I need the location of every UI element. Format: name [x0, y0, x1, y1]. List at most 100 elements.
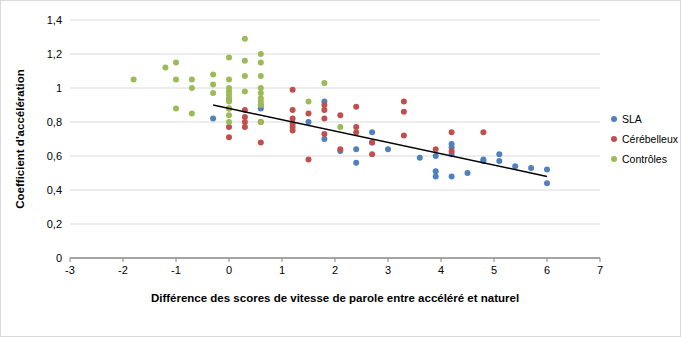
scatter-point	[162, 65, 168, 71]
chart-border	[1, 1, 681, 337]
scatter-point	[449, 129, 455, 135]
y-tick-label: 1,4	[47, 14, 62, 26]
scatter-point	[210, 82, 216, 88]
scatter-point	[258, 139, 264, 145]
x-tick	[123, 258, 124, 262]
scatter-point	[290, 107, 296, 113]
scatter-point	[290, 128, 296, 134]
scatter-point	[258, 73, 264, 79]
legend-label: SLA	[622, 113, 642, 125]
scatter-point	[189, 77, 195, 83]
scatter-point	[337, 112, 343, 118]
y-tick-label: 0,4	[47, 184, 62, 196]
scatter-point	[226, 134, 232, 140]
scatter-point	[480, 129, 486, 135]
grid-line	[70, 190, 600, 191]
scatter-point	[512, 163, 518, 169]
scatter-point	[401, 99, 407, 105]
legend-marker	[611, 116, 617, 122]
x-tick-label: 2	[332, 264, 338, 276]
x-tick-label: 5	[491, 264, 497, 276]
y-tick-label: 0,8	[47, 116, 62, 128]
x-tick	[70, 258, 71, 262]
scatter-point	[210, 71, 216, 77]
x-tick-label: 0	[226, 264, 232, 276]
legend: SLACérébelleuxContrôles	[611, 113, 679, 165]
grid-line	[70, 88, 600, 89]
grid-line	[70, 156, 600, 157]
scatter-point	[353, 129, 359, 135]
x-tick-label: 7	[597, 264, 603, 276]
x-tick	[176, 258, 177, 262]
scatter-point	[321, 131, 327, 137]
scatter-point	[242, 88, 248, 94]
scatter-point	[173, 105, 179, 111]
scatter-point	[258, 60, 264, 66]
scatter-point	[353, 146, 359, 152]
scatter-point	[433, 153, 439, 159]
x-tick-label: 1	[279, 264, 285, 276]
plot-marks	[131, 36, 550, 187]
x-tick	[547, 258, 548, 262]
scatter-point	[306, 156, 312, 162]
grid-line	[70, 224, 600, 225]
scatter-point	[258, 102, 264, 108]
scatter-point	[465, 170, 471, 176]
scatter-point	[226, 54, 232, 60]
scatter-point	[369, 139, 375, 145]
x-tick	[282, 258, 283, 262]
y-tick-label: 0,6	[47, 150, 62, 162]
scatter-point	[242, 58, 248, 64]
x-tick	[335, 258, 336, 262]
scatter-point	[496, 151, 502, 157]
scatter-point	[306, 119, 312, 125]
grid-line	[70, 54, 600, 55]
grid-line	[70, 20, 600, 21]
scatter-point	[306, 111, 312, 117]
scatter-point	[385, 146, 391, 152]
x-tick-label: -3	[65, 264, 75, 276]
scatter-point	[242, 73, 248, 79]
y-axis-title: Coefficient d'accélération	[14, 69, 26, 209]
grid-line	[70, 122, 600, 123]
y-tick-label: 0,2	[47, 218, 62, 230]
scatter-point	[369, 151, 375, 157]
scatter-point	[210, 90, 216, 96]
scatter-point	[242, 36, 248, 42]
scatter-point	[226, 112, 232, 118]
scatter-point	[417, 155, 423, 161]
x-tick	[441, 258, 442, 262]
scatter-point	[369, 139, 375, 145]
scatter-point	[337, 124, 343, 130]
y-tick-label: 0	[56, 252, 62, 264]
trend-line	[213, 105, 547, 176]
scatter-point	[321, 107, 327, 113]
scatter-point	[433, 146, 439, 152]
scatter-point	[258, 51, 264, 57]
x-tick	[600, 258, 601, 262]
x-tick	[229, 258, 230, 262]
scatter-point	[258, 102, 264, 108]
scatter-point	[321, 80, 327, 86]
scatter-point	[369, 129, 375, 135]
scatter-point	[401, 133, 407, 139]
scatter-point	[449, 173, 455, 179]
scatter-point	[173, 60, 179, 66]
scatter-point	[226, 77, 232, 83]
y-tick-label: 1	[56, 82, 62, 94]
scatter-point	[353, 160, 359, 166]
scatter-point	[210, 116, 216, 122]
x-tick-label: 3	[385, 264, 391, 276]
scatter-point	[401, 109, 407, 115]
scatter-point	[189, 111, 195, 117]
scatter-point	[189, 85, 195, 91]
scatter-point	[131, 77, 137, 83]
scatter-point	[173, 77, 179, 83]
scatter-point	[544, 167, 550, 173]
x-tick	[494, 258, 495, 262]
scatter-point	[353, 104, 359, 110]
scatter-point	[290, 87, 296, 93]
scatter-point	[258, 119, 264, 125]
scatter-point	[528, 165, 534, 171]
scatter-point	[337, 146, 343, 152]
